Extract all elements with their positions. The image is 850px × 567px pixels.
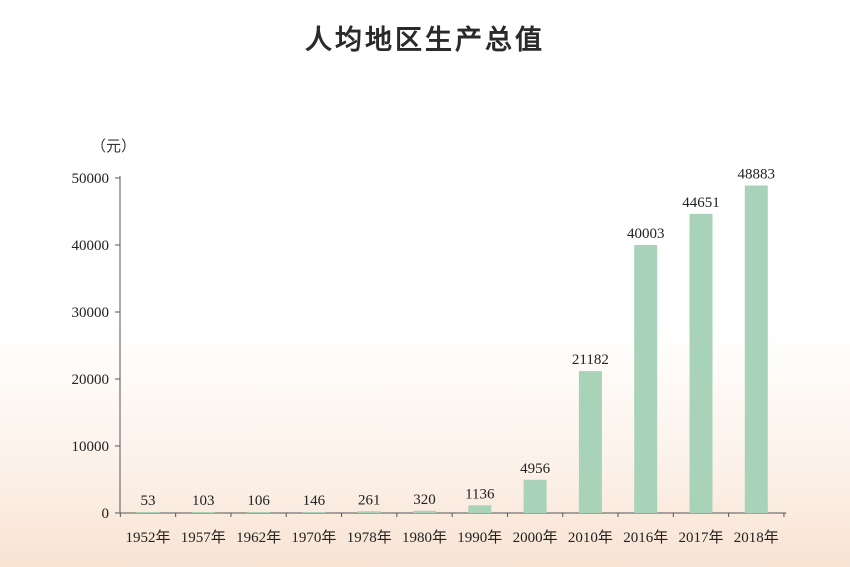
bar-value-label: 103 (192, 493, 215, 509)
x-category-label: 2016年 (623, 529, 668, 546)
x-category-label: 1962年 (236, 529, 281, 546)
x-category-label: 1978年 (347, 529, 392, 546)
x-category-label: 2018年 (734, 529, 779, 546)
x-category-label: 1952年 (125, 529, 170, 546)
bar-value-label: 4956 (520, 461, 551, 477)
bar (357, 511, 381, 513)
y-tick-label: 10000 (72, 439, 110, 455)
bar (744, 185, 768, 514)
x-category-label: 2017年 (678, 529, 723, 546)
bar (191, 512, 215, 513)
y-tick-label: 50000 (72, 171, 110, 187)
bar-value-label: 48883 (738, 166, 776, 182)
y-tick-label: 30000 (72, 305, 110, 321)
label-layer: 53 1952年 103 1957年 106 1962年 146 1970年 261 1978年 3… (125, 166, 778, 546)
bar-value-label: 106 (247, 493, 270, 509)
bar (247, 512, 271, 513)
bar-value-label: 21182 (572, 352, 609, 368)
bar-value-label: 320 (413, 492, 436, 508)
bar-value-label: 53 (141, 493, 156, 509)
x-category-label: 2010年 (568, 529, 613, 546)
bar (302, 512, 326, 513)
bar-layer (136, 185, 768, 514)
y-tick-label: 0 (102, 506, 110, 522)
y-tick-label: 40000 (72, 238, 110, 254)
bar (468, 505, 492, 513)
bar-value-label: 40003 (627, 226, 665, 242)
bar (523, 479, 547, 513)
x-category-label: 2000年 (513, 529, 558, 546)
axis-layer: 0 10000 20000 30000 40000 50000 (72, 171, 787, 522)
x-category-label: 1970年 (291, 529, 336, 546)
bar-value-label: 146 (303, 493, 326, 509)
bar (413, 510, 436, 513)
y-tick-label: 20000 (72, 372, 110, 388)
bar-value-label: 44651 (682, 195, 720, 211)
bar (136, 512, 160, 513)
bar (578, 371, 602, 513)
bar (689, 213, 713, 513)
x-category-label: 1957年 (181, 529, 226, 546)
x-category-label: 1980年 (402, 529, 447, 546)
x-category-label: 1990年 (457, 529, 502, 546)
bar-value-label: 261 (358, 492, 381, 508)
chart-title: 人均地区生产总值 (305, 25, 545, 56)
y-axis-unit-label: （元） (91, 137, 137, 155)
bar (634, 244, 658, 513)
bar-value-label: 1136 (465, 486, 495, 502)
